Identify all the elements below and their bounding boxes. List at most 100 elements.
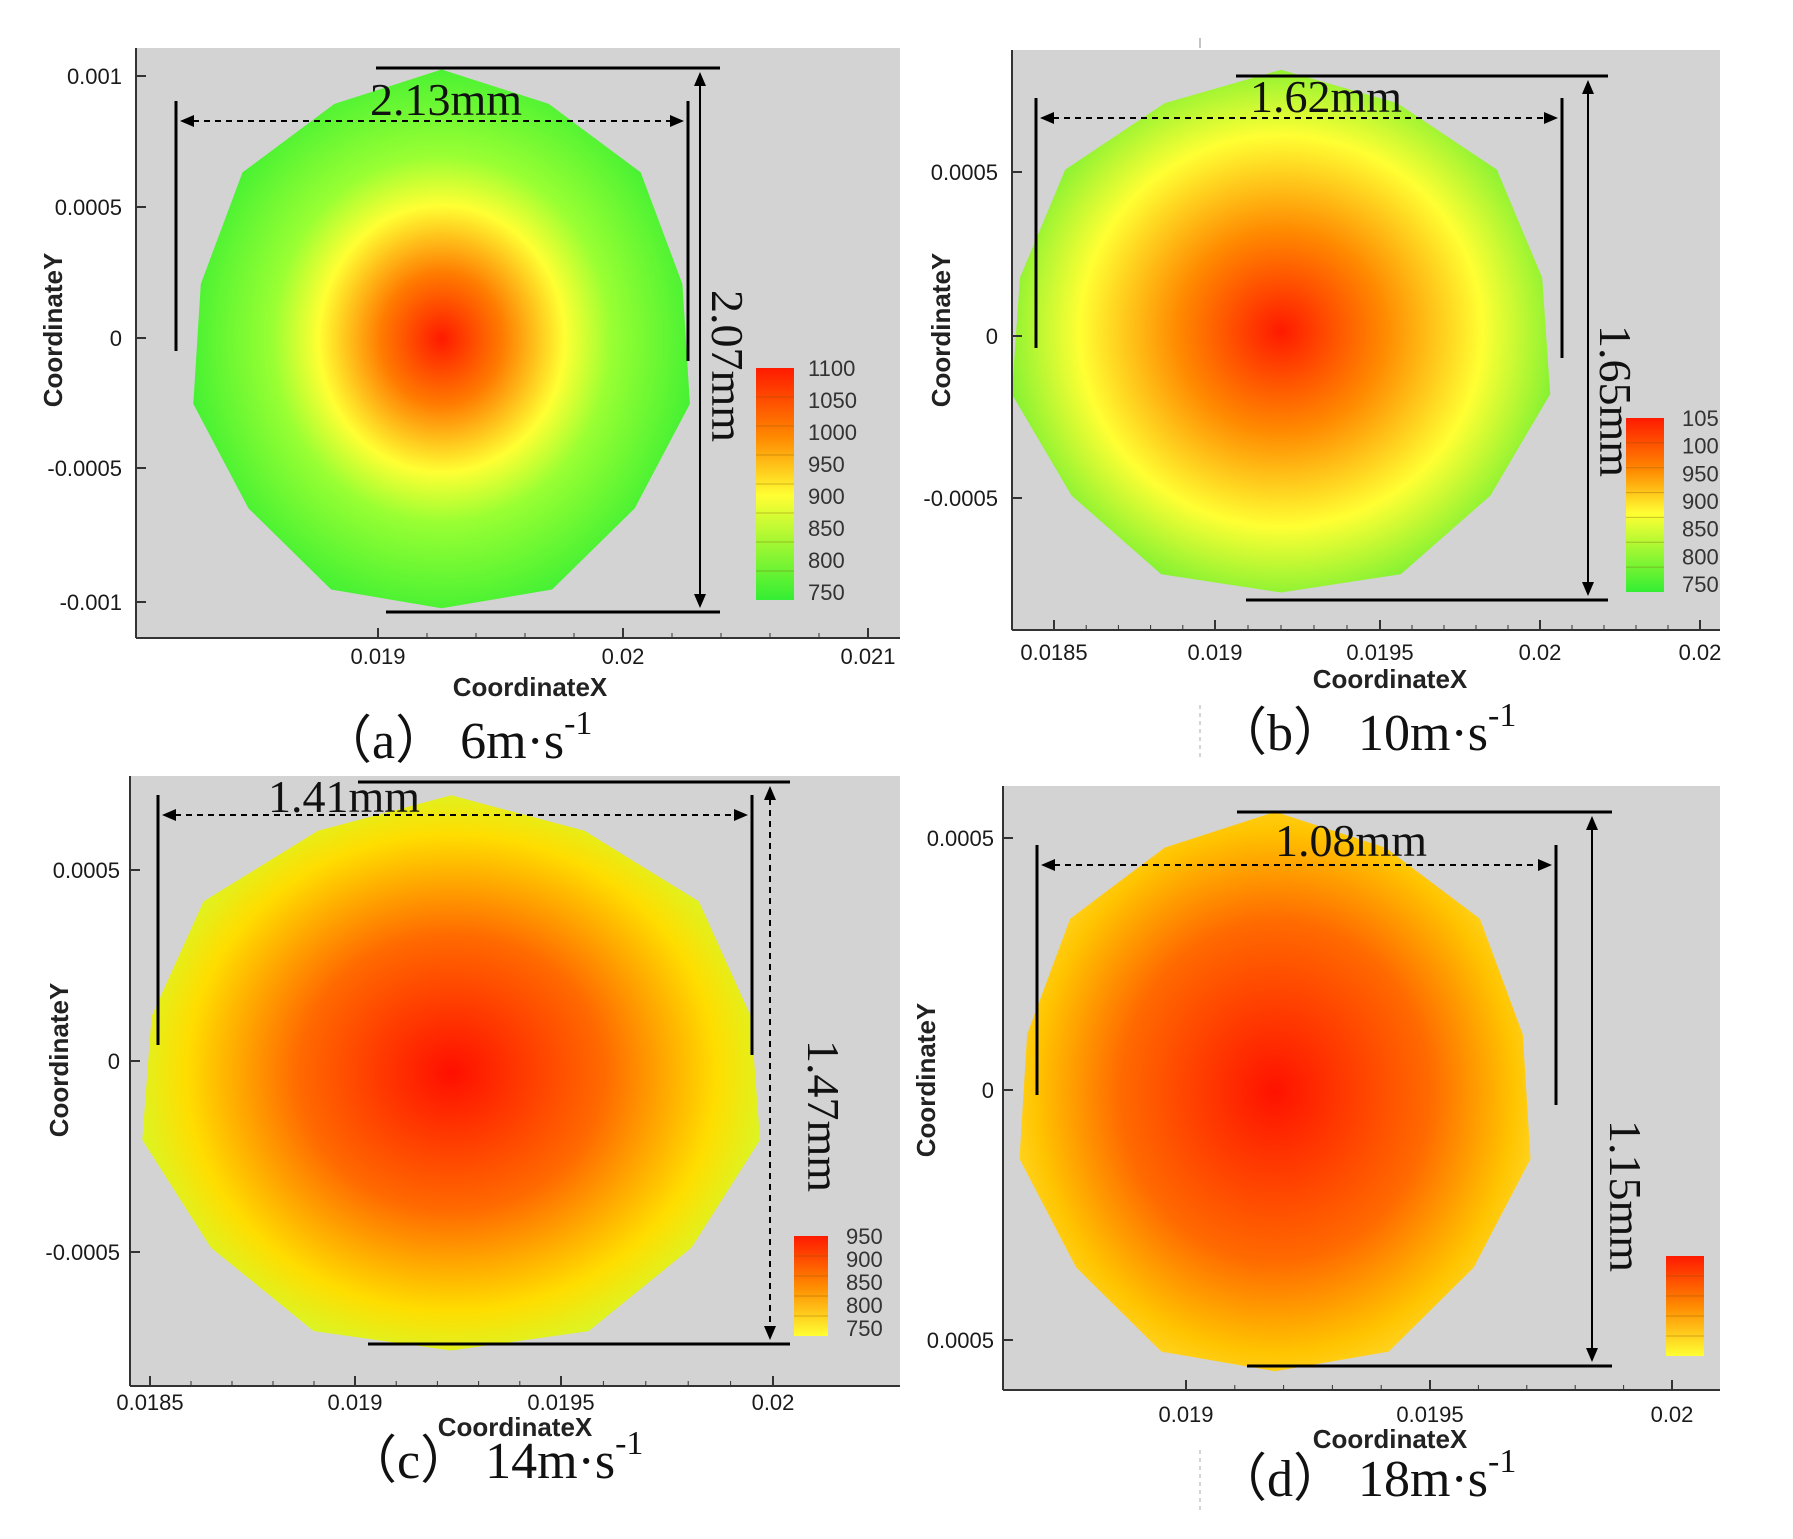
y-tick-label: -0.001 bbox=[60, 590, 122, 615]
colorbar-tick-label: 850 bbox=[808, 516, 845, 541]
temperature-field bbox=[1011, 69, 1551, 593]
colorbar-tick-label: 900 bbox=[846, 1247, 883, 1272]
y-axis-label: CoordinateY bbox=[926, 253, 956, 408]
colorbar-tick-label: 800 bbox=[846, 1293, 883, 1318]
colorbar-tick-label: 750 bbox=[846, 1316, 883, 1341]
width-label: 1.08mm bbox=[1275, 815, 1427, 866]
arrow-head bbox=[764, 786, 776, 800]
x-tick-label: 0.021 bbox=[840, 644, 895, 669]
x-tick-label: 0.0185 bbox=[116, 1390, 183, 1415]
y-tick-label: 0.0005 bbox=[927, 1328, 994, 1353]
x-axis-label: CoordinateX bbox=[453, 672, 608, 702]
height-label: 1.47mm bbox=[798, 1040, 849, 1192]
colorbar-tick-label: 750 bbox=[808, 580, 845, 605]
width-label: 1.41mm bbox=[268, 771, 420, 822]
panel-caption: （d） 18m·s-1 bbox=[1215, 1443, 1516, 1508]
y-tick-label: 0.0005 bbox=[931, 160, 998, 185]
temperature-field bbox=[142, 795, 761, 1351]
x-tick-label: 0.0185 bbox=[1020, 640, 1087, 665]
colorbar-tick-label: 950 bbox=[1682, 461, 1719, 486]
y-tick-label: 0.001 bbox=[67, 64, 122, 89]
height-label: 1.15mm bbox=[1600, 1120, 1651, 1272]
height-label: 2.07mm bbox=[702, 290, 753, 442]
arrow-head bbox=[694, 594, 706, 608]
colorbar-tick-label: 105 bbox=[1682, 406, 1719, 431]
caption-superscript: -1 bbox=[564, 705, 592, 742]
colorbar-tick-label: 950 bbox=[808, 452, 845, 477]
y-tick-label: -0.0005 bbox=[47, 456, 122, 481]
x-tick-label: 0.02 bbox=[752, 1390, 795, 1415]
panel-b: 0.0185 0.019 0.0195 0.02 0.02 0.0005 0 -0.0005 C… bbox=[923, 50, 1721, 762]
y-tick-label: 0 bbox=[110, 326, 122, 351]
panel-c: 0.0185 0.019 0.0195 0.02 0.0005 0 -0.0005 Coord… bbox=[44, 771, 900, 1490]
colorbar-tick-label: 900 bbox=[1682, 489, 1719, 514]
colorbar bbox=[1666, 1256, 1704, 1356]
arrow-head bbox=[1586, 1348, 1598, 1362]
y-tick-label: 0 bbox=[982, 1078, 994, 1103]
colorbar-tick-label: 850 bbox=[1682, 517, 1719, 542]
x-tick-label: 0.0195 bbox=[1396, 1402, 1463, 1427]
arrow-head bbox=[1582, 582, 1594, 596]
y-tick-label: 0.0005 bbox=[927, 826, 994, 851]
colorbar-tick-label: 800 bbox=[808, 548, 845, 573]
arrow-head bbox=[670, 115, 684, 127]
x-axis-label: CoordinateX bbox=[438, 1412, 593, 1442]
panel-caption: （c） 14m·s-1 bbox=[345, 1425, 643, 1490]
colorbar-tick-label: 1100 bbox=[808, 356, 855, 381]
arrow-head bbox=[1041, 859, 1055, 871]
caption-superscript: -1 bbox=[1488, 1443, 1516, 1480]
x-tick-label: 0.0195 bbox=[1346, 640, 1413, 665]
x-tick-label: 0.02 bbox=[602, 644, 645, 669]
width-label: 2.13mm bbox=[370, 74, 522, 125]
colorbar bbox=[794, 1236, 828, 1336]
colorbar-tick-label: 750 bbox=[1682, 572, 1719, 597]
arrow-head bbox=[764, 1326, 776, 1340]
colorbar-tick-label: 1050 bbox=[808, 388, 857, 413]
width-label: 1.62mm bbox=[1250, 71, 1402, 122]
arrow-head bbox=[1538, 859, 1552, 871]
x-tick-label: 0.02 bbox=[1519, 640, 1562, 665]
arrow-head bbox=[734, 809, 748, 821]
temperature-field bbox=[1019, 811, 1531, 1372]
panel-caption: （b） 10m·s-1 bbox=[1215, 697, 1516, 762]
x-tick-label: 0.019 bbox=[327, 1390, 382, 1415]
x-axis-label: CoordinateX bbox=[1313, 1424, 1468, 1454]
y-axis-label: CoordinateY bbox=[38, 253, 68, 408]
caption-superscript: -1 bbox=[615, 1425, 643, 1462]
x-tick-label: 0.02 bbox=[1679, 640, 1722, 665]
arrow-head bbox=[180, 115, 194, 127]
colorbar bbox=[1626, 418, 1664, 592]
x-tick-label: 0.019 bbox=[1187, 640, 1242, 665]
panel-caption: （a） 6m·s-1 bbox=[320, 705, 592, 770]
caption-superscript: -1 bbox=[1488, 697, 1516, 734]
arrow-head bbox=[1544, 112, 1558, 124]
y-tick-label: 0 bbox=[986, 324, 998, 349]
y-tick-label: -0.0005 bbox=[45, 1240, 120, 1265]
y-tick-label: 0.0005 bbox=[53, 858, 120, 883]
temperature-field bbox=[193, 69, 690, 609]
x-tick-label: 0.019 bbox=[1158, 1402, 1213, 1427]
arrow-head bbox=[162, 809, 176, 821]
y-axis-label: CoordinateY bbox=[44, 983, 74, 1138]
y-tick-label: -0.0005 bbox=[923, 486, 998, 511]
y-tick-label: 0 bbox=[108, 1049, 120, 1074]
panel-a: 0.019 0.02 0.021 0.001 0.0005 0 -0.0005 -0.001 C… bbox=[38, 48, 900, 770]
arrow-head bbox=[1582, 80, 1594, 94]
colorbar-tick-label: 900 bbox=[808, 484, 845, 509]
colorbar-tick-label: 850 bbox=[846, 1270, 883, 1295]
x-tick-label: 0.0195 bbox=[527, 1390, 594, 1415]
arrow-head bbox=[1040, 112, 1054, 124]
colorbar-tick-label: 800 bbox=[1682, 544, 1719, 569]
arrow-head bbox=[694, 72, 706, 86]
arrow-head bbox=[1586, 816, 1598, 830]
colorbar-tick-label: 950 bbox=[846, 1224, 883, 1249]
colorbar-tick-label: 1000 bbox=[808, 420, 857, 445]
x-tick-label: 0.02 bbox=[1651, 1402, 1694, 1427]
colorbar bbox=[756, 368, 794, 600]
x-tick-label: 0.019 bbox=[350, 644, 405, 669]
y-tick-label: 0.0005 bbox=[55, 195, 122, 220]
x-axis-label: CoordinateX bbox=[1313, 664, 1468, 694]
panel-d: 0.019 0.0195 0.02 0.0005 0 0.0005 CoordinateX C… bbox=[911, 786, 1720, 1508]
y-axis-label: CoordinateY bbox=[911, 1003, 941, 1158]
